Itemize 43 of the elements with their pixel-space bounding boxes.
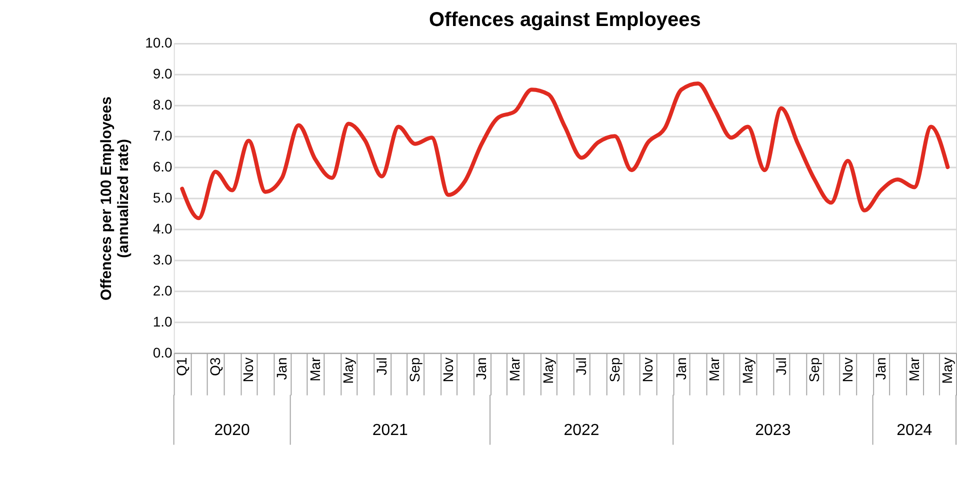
x-tick-label: Mar (706, 357, 722, 382)
x-tick-label: Q1 (174, 357, 190, 376)
y-tick-label: 10.0 (145, 34, 173, 51)
x-tick-label: Mar (906, 357, 922, 382)
y-axis-title: Offences per 100 Employees (annualized rate) (98, 96, 132, 300)
y-tick-label: 7.0 (152, 128, 173, 144)
y-tick-label: 4.0 (152, 220, 173, 236)
x-tick-label: May (939, 357, 956, 384)
x-tick-label: Mar (306, 357, 323, 382)
x-tick-label: Sep (606, 357, 622, 382)
x-tick-label: Nov (839, 357, 856, 382)
x-tick-label: Nov (440, 357, 456, 382)
x-tick-label: Sep (806, 357, 822, 382)
x-tick-label: Jul (772, 357, 789, 376)
y-tick-label: 2.0 (152, 282, 173, 298)
x-tick-label: May (739, 357, 756, 384)
x-tick-label: Jul (573, 357, 590, 376)
x-tick-label: May (340, 357, 356, 384)
x-tick-label: May (540, 357, 556, 384)
y-tick-label: 1.0 (152, 313, 173, 330)
x-tick-label: Nov (640, 357, 656, 382)
text: 2023 (755, 422, 791, 439)
x-tick-label: Jan (473, 357, 490, 380)
x-tick-label: Sep (406, 357, 423, 382)
text: 2024 (896, 422, 932, 439)
chart-title: Offences against Employees (428, 9, 701, 32)
x-tick-label: Jan (672, 357, 689, 380)
y-tick-label: 5.0 (152, 190, 173, 206)
x-tick-label: Q3 (206, 357, 223, 376)
x-tick-label: Jan (273, 357, 290, 380)
y-tick-label: 3.0 (152, 251, 173, 268)
x-tick-label: Jul (373, 357, 390, 376)
x-tick-label: Mar (506, 357, 522, 382)
y-tick-label: 6.0 (152, 158, 173, 175)
x-tick-label: Jan (872, 357, 889, 380)
line-series (180, 81, 950, 220)
y-tick-label: 9.0 (152, 66, 173, 82)
text: 2021 (372, 422, 408, 439)
x-tick-label: Nov (240, 357, 256, 382)
y-tick-label: 8.0 (152, 96, 173, 113)
y-tick-label: 0.0 (152, 344, 173, 360)
text: 2022 (564, 422, 600, 439)
text: 2020 (214, 422, 250, 439)
